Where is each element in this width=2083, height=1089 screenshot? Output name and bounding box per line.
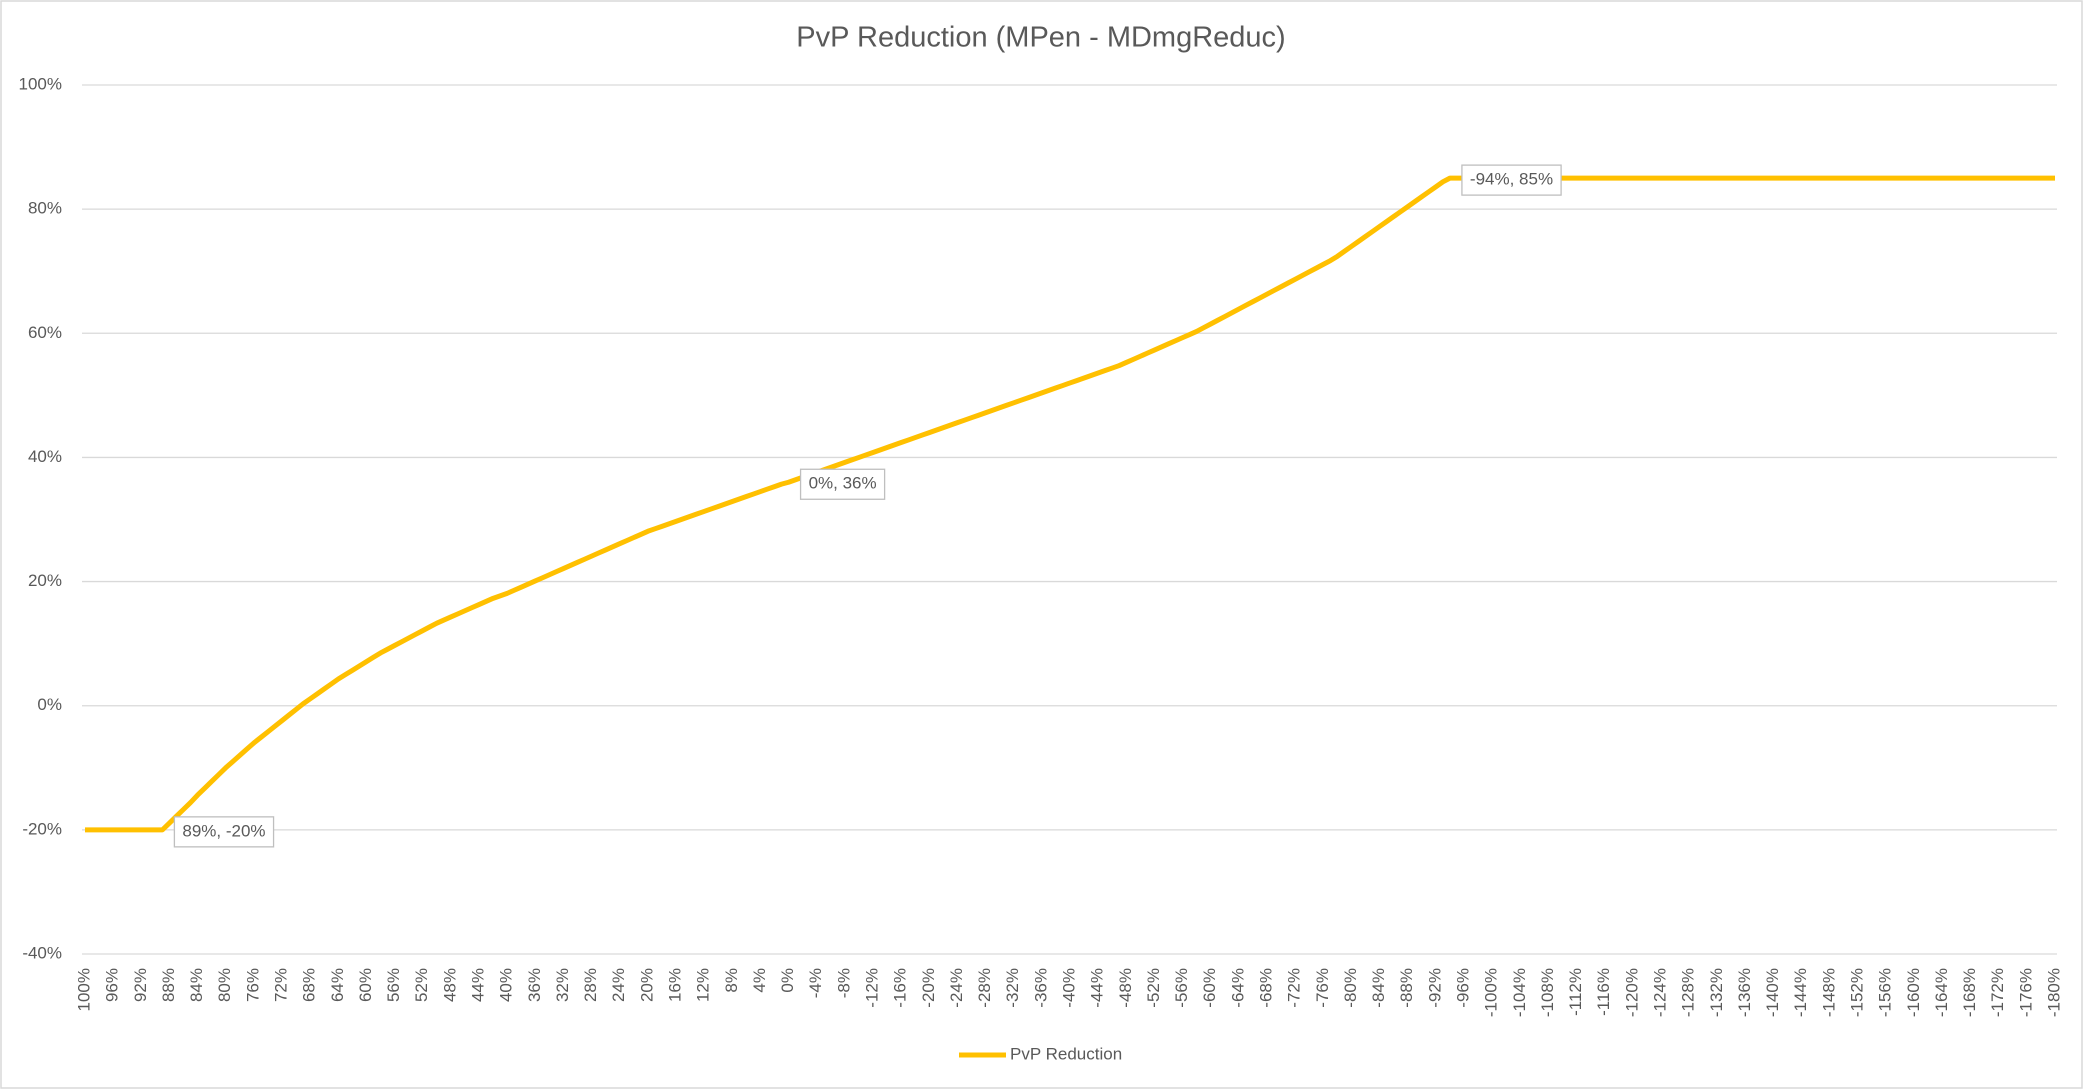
x-tick-label: -84% — [1369, 968, 1388, 1008]
x-tick-label: -156% — [1876, 968, 1895, 1017]
x-tick-label: 40% — [497, 968, 516, 1002]
x-tick-label: 88% — [159, 968, 178, 1002]
x-tick-label: -96% — [1453, 968, 1472, 1008]
x-tick-label: 92% — [131, 968, 150, 1002]
x-tick-label: 16% — [665, 968, 684, 1002]
x-tick-label: -32% — [1003, 968, 1022, 1008]
x-tick-label: -20% — [919, 968, 938, 1008]
y-tick-label: 40% — [28, 447, 62, 466]
y-tick-label: 80% — [28, 199, 62, 218]
x-tick-label: -108% — [1538, 968, 1557, 1017]
x-tick-label: 52% — [412, 968, 431, 1002]
x-tick-label: 68% — [300, 968, 319, 1002]
x-tick-label: -4% — [806, 968, 825, 998]
x-tick-label: -40% — [1059, 968, 1078, 1008]
x-tick-label: 72% — [271, 968, 290, 1002]
data-label-box — [173, 816, 275, 848]
x-tick-label: -164% — [1932, 968, 1951, 1017]
x-tick-label: -168% — [1960, 968, 1979, 1017]
x-tick-label: -60% — [1200, 968, 1219, 1008]
x-tick-label: -88% — [1397, 968, 1416, 1008]
y-tick-label: -20% — [22, 819, 62, 838]
x-tick-label: 36% — [525, 968, 544, 1002]
y-tick-label: 60% — [28, 323, 62, 342]
x-tick-label: -8% — [834, 968, 853, 998]
data-label-box — [799, 468, 886, 500]
data-label-text: -94%, 85% — [1470, 170, 1553, 189]
x-tick-label: -64% — [1228, 968, 1247, 1008]
data-label-text: 89%, -20% — [182, 821, 265, 840]
data-label: -94%, 85% — [1461, 164, 1562, 196]
x-tick-label: -24% — [947, 968, 966, 1008]
chart-title: PvP Reduction (MPen - MDmgReduc) — [796, 22, 1285, 54]
x-tick-label: -132% — [1707, 968, 1726, 1017]
y-tick-label: -40% — [22, 943, 62, 962]
x-tick-label: -48% — [1116, 968, 1135, 1008]
x-tick-label: 76% — [243, 968, 262, 1002]
x-tick-label: -120% — [1622, 968, 1641, 1017]
x-tick-label: 64% — [328, 968, 347, 1002]
data-label: 89%, -20% — [173, 816, 275, 848]
data-label-box — [1461, 164, 1562, 196]
x-tick-label: -52% — [1144, 968, 1163, 1008]
data-line — [85, 175, 2055, 833]
x-tick-label: -144% — [1791, 968, 1810, 1017]
x-tick-label: 0% — [778, 968, 797, 993]
x-tick-label: -28% — [975, 968, 994, 1008]
x-tick-label: 24% — [609, 968, 628, 1002]
x-tick-label: -100% — [1482, 968, 1501, 1017]
x-tick-label: 28% — [581, 968, 600, 1002]
x-tick-label: 96% — [103, 968, 122, 1002]
x-tick-label: -56% — [1172, 968, 1191, 1008]
y-tick-label: 100% — [19, 74, 62, 93]
x-tick-label: 32% — [553, 968, 572, 1002]
x-tick-label: -124% — [1650, 968, 1669, 1017]
x-tick-label: 20% — [637, 968, 656, 1002]
x-tick-label: -44% — [1088, 968, 1107, 1008]
x-tick-label: -104% — [1510, 968, 1529, 1017]
x-tick-label: -92% — [1425, 968, 1444, 1008]
x-tick-label: -16% — [891, 968, 910, 1008]
x-tick-label: -80% — [1341, 968, 1360, 1008]
x-tick-label: -76% — [1313, 968, 1332, 1008]
y-tick-label: 0% — [37, 695, 62, 714]
y-tick-label: 20% — [28, 571, 62, 590]
x-tick-label: -140% — [1763, 968, 1782, 1017]
x-tick-label: -152% — [1847, 968, 1866, 1017]
x-tick-label: 60% — [356, 968, 375, 1002]
x-tick-label: -36% — [1031, 968, 1050, 1008]
x-tick-label: 100% — [74, 968, 93, 1011]
x-tick-label: 48% — [440, 968, 459, 1002]
x-tick-label: -176% — [2016, 968, 2035, 1017]
x-tick-label: -112% — [1566, 968, 1585, 1016]
x-tick-label: -72% — [1285, 968, 1304, 1008]
x-tick-label: 8% — [722, 968, 741, 993]
x-tick-label: 80% — [215, 968, 234, 1002]
legend-label: PvP Reduction — [1010, 1044, 1122, 1063]
x-tick-label: -116% — [1594, 968, 1613, 1016]
x-tick-label: -160% — [1904, 968, 1923, 1017]
x-tick-label: -148% — [1819, 968, 1838, 1017]
x-tick-label: 4% — [750, 968, 769, 993]
x-tick-label: 84% — [187, 968, 206, 1002]
x-tick-label: 44% — [468, 968, 487, 1002]
x-tick-label: 56% — [384, 968, 403, 1002]
x-tick-label: -128% — [1679, 968, 1698, 1017]
x-tick-label: -12% — [862, 968, 881, 1008]
x-tick-label: -180% — [2044, 968, 2063, 1017]
x-tick-label: 12% — [694, 968, 713, 1002]
x-tick-label: -172% — [1988, 968, 2007, 1017]
data-label-text: 0%, 36% — [809, 474, 877, 493]
x-tick-label: -136% — [1735, 968, 1754, 1017]
data-label: 0%, 36% — [799, 468, 886, 500]
x-tick-label: -68% — [1256, 968, 1275, 1008]
